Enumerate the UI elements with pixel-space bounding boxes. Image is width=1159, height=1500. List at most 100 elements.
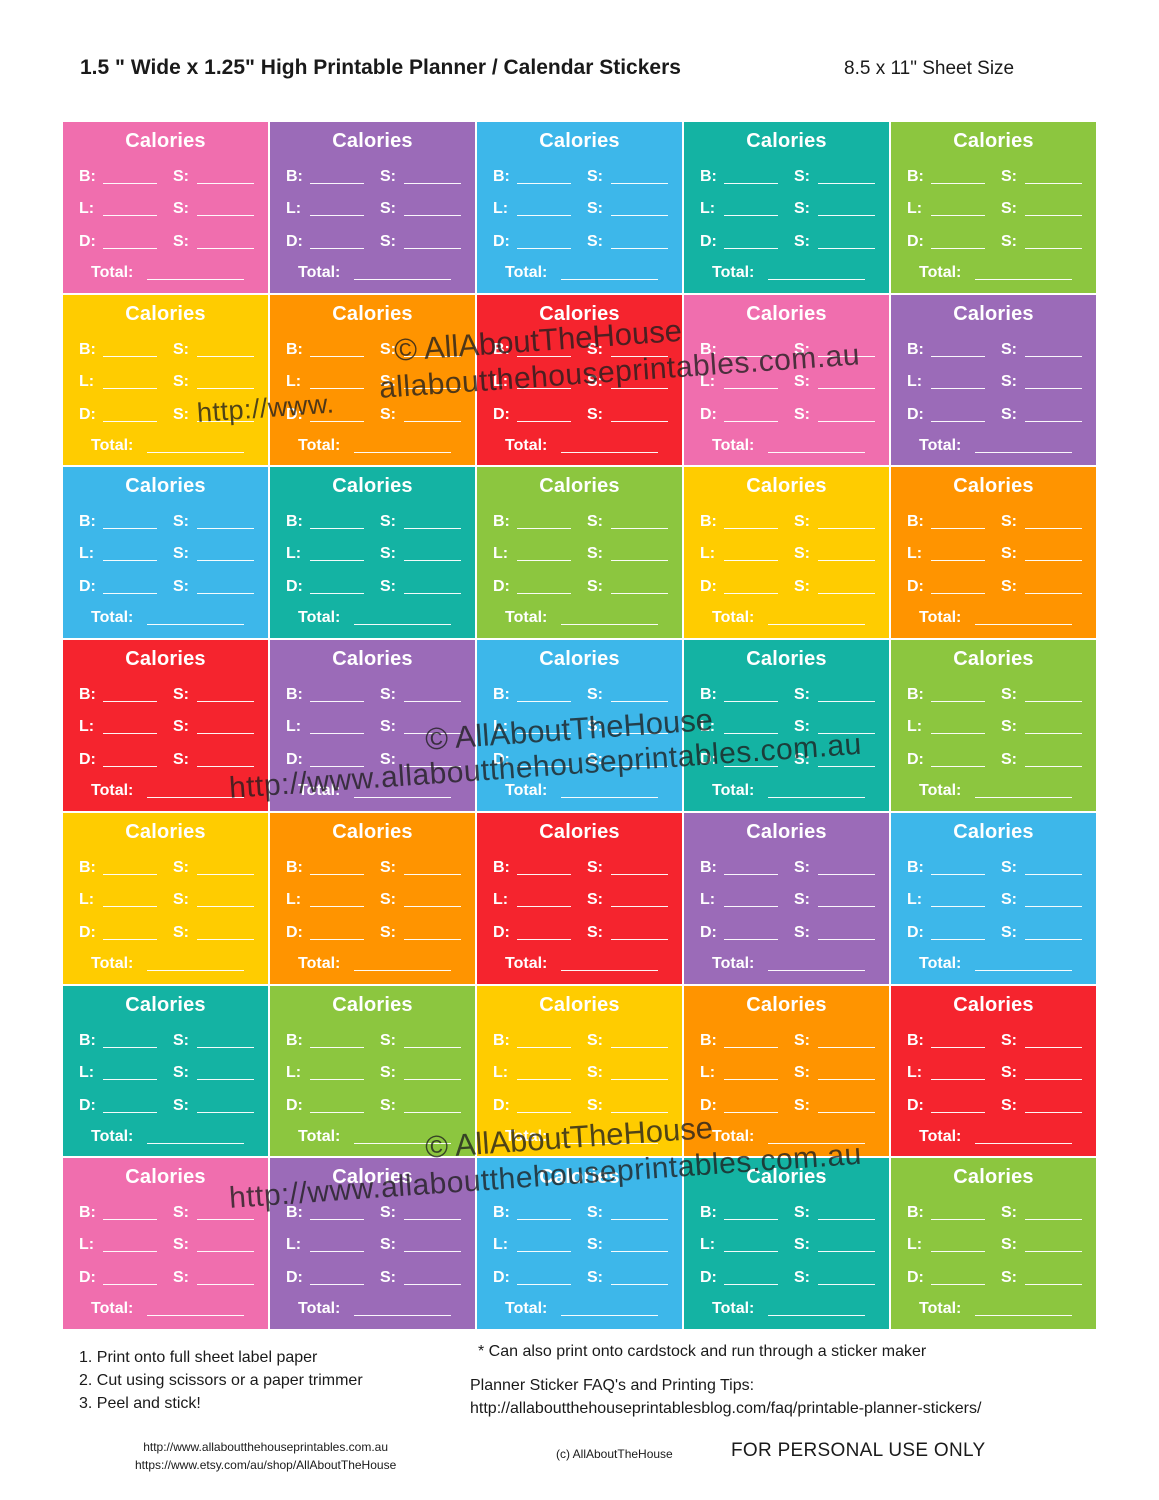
snack-label: S:	[587, 340, 603, 358]
sticker-meal-row: D: S:	[286, 233, 461, 253]
write-line	[404, 528, 461, 530]
write-line	[517, 215, 571, 216]
snack-label: S:	[1001, 200, 1017, 217]
write-line	[1025, 766, 1082, 768]
write-line	[724, 1078, 778, 1080]
sticker-title: Calories	[125, 475, 206, 498]
sticker-meal-row: B: S:	[907, 1204, 1082, 1224]
meal-label: L:	[286, 1236, 302, 1254]
sticker-meal-row: B: S:	[79, 1032, 254, 1052]
snack-label: S:	[380, 1236, 396, 1254]
snack-label: S:	[173, 340, 189, 358]
snack-label: S:	[380, 1031, 396, 1049]
sticker-meal-row: L: S:	[286, 891, 461, 911]
meal-label: D:	[79, 751, 96, 769]
sticker-meal-row: D: S:	[700, 1269, 875, 1289]
sticker-meal-row: D: S:	[79, 1097, 254, 1117]
meal-label: D:	[286, 578, 303, 596]
sticker-title: Calories	[332, 1166, 413, 1189]
write-line	[931, 766, 985, 768]
write-line	[404, 248, 461, 249]
snack-label: S:	[587, 858, 603, 876]
write-line	[931, 1078, 985, 1080]
write-line	[931, 905, 985, 907]
footer-etsy-link[interactable]: https://www.etsy.com/au/shop/AllAboutThe…	[135, 1458, 397, 1472]
write-line	[517, 938, 571, 940]
write-line	[724, 528, 778, 530]
write-line	[931, 733, 985, 735]
meal-label: D:	[493, 578, 510, 596]
total-label: Total:	[712, 436, 755, 454]
write-line	[354, 797, 451, 799]
snack-label: S:	[173, 168, 189, 185]
sticker-meal-row: B: S:	[286, 859, 461, 879]
snack-label: S:	[1001, 718, 1017, 736]
write-line	[147, 797, 244, 799]
meal-label: L:	[286, 372, 302, 390]
meal-label: B:	[79, 1031, 96, 1049]
sticker-title: Calories	[332, 648, 413, 671]
meal-label: D:	[700, 405, 717, 423]
sticker-total-row: Total:	[298, 1300, 451, 1320]
snack-label: S:	[1001, 372, 1017, 390]
write-line	[517, 905, 571, 907]
write-line	[1025, 215, 1082, 216]
write-line	[310, 1078, 364, 1080]
write-line	[611, 938, 668, 940]
write-line	[404, 1111, 461, 1113]
snack-label: S:	[587, 1204, 603, 1222]
snack-label: S:	[173, 1063, 189, 1081]
sticker-meal-row: B: S:	[79, 859, 254, 879]
meal-label: L:	[907, 545, 923, 563]
write-line	[103, 1111, 157, 1113]
snack-label: S:	[173, 578, 189, 596]
sticker-meal-row: B: S:	[700, 168, 875, 188]
sticker-meal-row: L: S:	[286, 718, 461, 738]
sticker-total-row: Total:	[919, 1128, 1072, 1148]
write-line	[975, 279, 1072, 280]
write-line	[1025, 420, 1082, 422]
sticker-total-row: Total:	[919, 955, 1072, 975]
snack-label: S:	[380, 578, 396, 596]
calorie-sticker: Calories B: S: L: S: D: S: Total:	[63, 812, 268, 984]
snack-label: S:	[587, 578, 603, 596]
instruction-item: 3. Peel and stick!	[79, 1395, 201, 1412]
write-line	[147, 624, 244, 626]
calorie-sticker: Calories B: S: L: S: D: S: Total:	[63, 122, 268, 293]
write-line	[103, 387, 157, 389]
snack-label: S:	[380, 168, 396, 185]
meal-label: B:	[907, 1031, 924, 1049]
sticker-meal-row: L: S:	[907, 545, 1082, 565]
calorie-sticker: Calories B: S: L: S: D: S: Total:	[63, 294, 268, 466]
snack-label: S:	[173, 405, 189, 423]
sticker-meal-row: B: S:	[700, 1204, 875, 1224]
write-line	[975, 451, 1072, 453]
sticker-meal-row: B: S:	[907, 1032, 1082, 1052]
sticker-meal-row: L: S:	[700, 200, 875, 220]
sticker-meal-row: B: S:	[700, 341, 875, 361]
snack-label: S:	[1001, 923, 1017, 941]
meal-label: L:	[493, 1063, 509, 1081]
sticker-title: Calories	[953, 302, 1034, 325]
sticker-total-row: Total:	[505, 264, 658, 284]
faq-link[interactable]: http://allaboutthehouseprintablesblog.co…	[470, 1400, 982, 1417]
meal-label: D:	[700, 1096, 717, 1114]
snack-label: S:	[173, 233, 189, 250]
calorie-sticker: Calories B: S: L: S: D: S: Total:	[270, 122, 475, 293]
meal-label: D:	[700, 751, 717, 769]
calorie-sticker: Calories B: S: L: S: D: S: Total:	[477, 294, 682, 466]
write-line	[975, 1315, 1072, 1317]
sticker-title: Calories	[746, 475, 827, 498]
sticker-total-row: Total:	[91, 1128, 244, 1148]
total-label: Total:	[298, 1300, 341, 1318]
write-line	[197, 766, 254, 768]
write-line	[197, 248, 254, 249]
write-line	[611, 733, 668, 735]
meal-label: B:	[286, 340, 303, 358]
sticker-meal-row: L: S:	[907, 200, 1082, 220]
sticker-grid: Calories B: S: L: S: D: S: Total: Calories B: S: L:…	[63, 122, 1096, 1329]
sticker-meal-row: D: S:	[700, 924, 875, 944]
meal-label: B:	[700, 686, 717, 704]
snack-label: S:	[1001, 1096, 1017, 1114]
footer-website-link[interactable]: http://www.allaboutthehouseprintables.co…	[143, 1440, 389, 1454]
